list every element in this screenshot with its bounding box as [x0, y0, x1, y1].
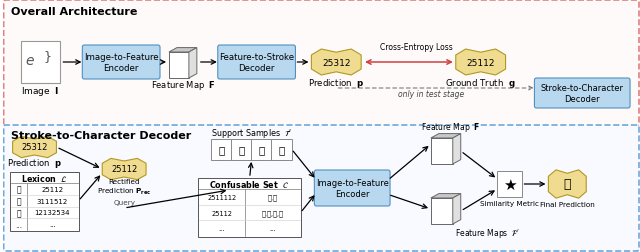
Text: Lexicon  $\mathcal{L}$: Lexicon $\mathcal{L}$ — [21, 172, 68, 183]
Text: Cross-Entropy Loss: Cross-Entropy Loss — [380, 42, 452, 51]
FancyBboxPatch shape — [314, 170, 390, 206]
Text: Final Prediction: Final Prediction — [540, 201, 595, 207]
Polygon shape — [548, 170, 586, 198]
Polygon shape — [431, 138, 452, 164]
Text: $\mathsf{\}}$: $\mathsf{\}}$ — [44, 49, 52, 65]
Text: Stroke-to-Character Decoder: Stroke-to-Character Decoder — [11, 131, 191, 140]
Text: Image-to-Feature
Encoder: Image-to-Feature Encoder — [316, 178, 388, 198]
Text: ...: ... — [15, 220, 22, 229]
Text: ...: ... — [218, 225, 225, 231]
Text: 叮: 叮 — [564, 178, 571, 191]
Text: Support Samples  $\mathcal{T}^{\prime}$: Support Samples $\mathcal{T}^{\prime}$ — [211, 126, 292, 139]
Text: 甲,叶,叮,申: 甲,叶,叮,申 — [262, 209, 284, 216]
Text: 25312: 25312 — [21, 143, 48, 152]
Polygon shape — [452, 194, 461, 224]
Text: only in test stage: only in test stage — [397, 89, 464, 98]
Text: 甲: 甲 — [219, 144, 225, 154]
Text: Query: Query — [113, 199, 135, 205]
Polygon shape — [431, 194, 461, 198]
Text: 12132534: 12132534 — [35, 210, 70, 215]
Text: 3111512: 3111512 — [37, 198, 68, 204]
Text: Ground Truth  $\mathbf{g}$: Ground Truth $\mathbf{g}$ — [445, 76, 516, 89]
FancyBboxPatch shape — [497, 171, 522, 197]
Text: 25112: 25112 — [111, 165, 137, 174]
Text: 申: 申 — [278, 144, 285, 154]
Text: Image-to-Feature
Encoder: Image-to-Feature Encoder — [84, 53, 159, 73]
Text: 25312: 25312 — [322, 58, 351, 67]
FancyBboxPatch shape — [4, 1, 639, 127]
Text: 叶: 叶 — [239, 144, 244, 154]
Polygon shape — [102, 159, 146, 180]
Text: 钉: 钉 — [16, 196, 21, 205]
Polygon shape — [169, 48, 197, 53]
Polygon shape — [431, 198, 452, 224]
Text: 25112: 25112 — [42, 186, 63, 192]
Polygon shape — [189, 48, 197, 79]
Text: Prediction  $\mathbf{p}$: Prediction $\mathbf{p}$ — [7, 157, 62, 170]
FancyBboxPatch shape — [83, 46, 160, 80]
Polygon shape — [431, 134, 461, 138]
FancyBboxPatch shape — [211, 139, 232, 160]
Text: Stroke-to-Character
Decoder: Stroke-to-Character Decoder — [541, 84, 624, 104]
Text: ★: ★ — [503, 177, 516, 192]
Text: 顶: 顶 — [16, 208, 21, 217]
Text: Overall Architecture: Overall Architecture — [11, 7, 137, 17]
Polygon shape — [169, 53, 189, 79]
FancyBboxPatch shape — [10, 172, 79, 231]
Text: Prediction  $\mathbf{p}$: Prediction $\mathbf{p}$ — [308, 76, 365, 89]
Polygon shape — [452, 134, 461, 164]
Text: $\it{e}$: $\it{e}$ — [24, 54, 35, 68]
Text: 叮: 叮 — [16, 185, 21, 194]
Text: Feature Map  $\mathbf{F}$: Feature Map $\mathbf{F}$ — [421, 120, 481, 133]
FancyBboxPatch shape — [271, 139, 292, 160]
Text: 叮,早: 叮,早 — [268, 194, 278, 200]
Text: Image  $\mathbf{I}$: Image $\mathbf{I}$ — [22, 84, 60, 97]
FancyBboxPatch shape — [231, 139, 252, 160]
FancyBboxPatch shape — [198, 178, 301, 237]
Text: Feature-to-Stroke
Decoder: Feature-to-Stroke Decoder — [219, 53, 294, 73]
FancyBboxPatch shape — [4, 125, 639, 251]
Text: Confusable Set  $\mathcal{C}$: Confusable Set $\mathcal{C}$ — [209, 178, 290, 189]
Text: 25112: 25112 — [467, 58, 495, 67]
FancyBboxPatch shape — [534, 79, 630, 109]
Text: Feature Map  $\mathbf{F}$: Feature Map $\mathbf{F}$ — [152, 78, 216, 91]
Polygon shape — [456, 50, 506, 76]
Polygon shape — [13, 137, 56, 158]
Text: Similarity Metric: Similarity Metric — [480, 200, 539, 206]
FancyBboxPatch shape — [20, 42, 60, 84]
FancyBboxPatch shape — [251, 139, 272, 160]
Text: ...: ... — [269, 225, 276, 231]
Text: 叮: 叮 — [259, 144, 265, 154]
Text: ...: ... — [49, 221, 56, 227]
Text: Feature Maps  $\mathcal{F}^{\prime}$: Feature Maps $\mathcal{F}^{\prime}$ — [455, 227, 520, 240]
Polygon shape — [312, 50, 361, 76]
Text: 25112: 25112 — [211, 210, 232, 216]
FancyBboxPatch shape — [218, 46, 296, 80]
Text: Rectified
Prediction $\mathbf{P_{rec}}$: Rectified Prediction $\mathbf{P_{rec}}$ — [97, 178, 152, 196]
Text: 2511112: 2511112 — [207, 194, 236, 200]
